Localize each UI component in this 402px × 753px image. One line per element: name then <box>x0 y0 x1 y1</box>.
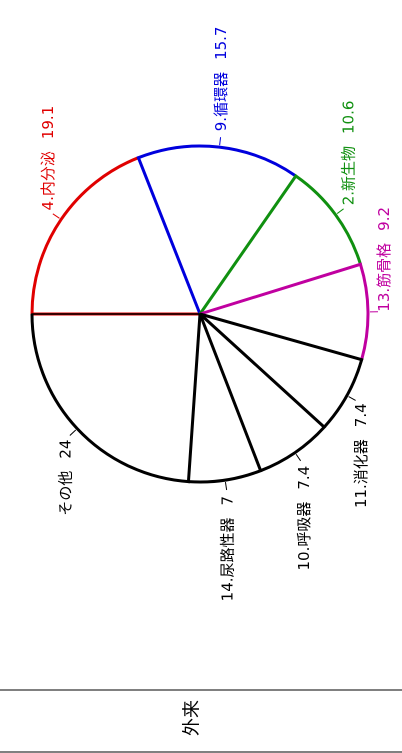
slice-value: 7 <box>219 496 237 506</box>
slice-name: その他 <box>56 471 74 516</box>
chart-title: 外来 <box>182 700 203 736</box>
slice-arc <box>136 144 297 315</box>
slice-value: 24 <box>56 440 74 459</box>
slice-value: 7.4 <box>352 403 370 427</box>
slice-value: 10.6 <box>339 101 357 134</box>
leader-line <box>348 396 356 401</box>
slice-label: 2.新生物 10.6 <box>339 101 357 206</box>
slice-name: 9.循環器 <box>212 72 230 131</box>
slice-value: 15.7 <box>212 27 230 60</box>
leader-line <box>224 482 228 491</box>
slice-name: 10.呼吸器 <box>295 502 313 571</box>
leader-line <box>69 429 77 436</box>
slice-arc <box>198 312 327 473</box>
leader-line <box>336 208 344 214</box>
slice-name: 14.尿路性器 <box>219 517 237 601</box>
slice-arc <box>198 173 362 315</box>
slice-name: 4.内分泌 <box>39 151 57 210</box>
slice-name: 11.消化器 <box>352 439 370 508</box>
leader-line <box>295 453 302 462</box>
slice-arc <box>30 313 202 484</box>
slice-name: 13.筋骨格 <box>375 243 393 312</box>
slice-arc <box>199 312 364 429</box>
slice-label: 14.尿路性器 7 <box>219 496 237 601</box>
slice-label: 4.内分泌 19.1 <box>39 106 57 211</box>
slice-label: その他 24 <box>56 440 74 516</box>
leader-line <box>52 213 60 219</box>
slice-name: 2.新生物 <box>339 146 357 205</box>
pie-slice <box>199 313 326 472</box>
leader-line <box>219 137 222 146</box>
slice-arc <box>199 262 370 361</box>
slice-label: 9.循環器 15.7 <box>212 27 230 132</box>
pie-slice <box>31 156 202 315</box>
slice-value: 9.2 <box>375 207 393 231</box>
slice-label: 13.筋骨格 9.2 <box>375 207 393 312</box>
slice-arc <box>188 313 263 484</box>
slice-label: 10.呼吸器 7.4 <box>295 466 313 571</box>
slice-label: 11.消化器 7.4 <box>352 403 370 508</box>
slice-value: 19.1 <box>39 106 57 139</box>
slice-arc <box>30 156 200 316</box>
slice-value: 7.4 <box>295 466 313 490</box>
